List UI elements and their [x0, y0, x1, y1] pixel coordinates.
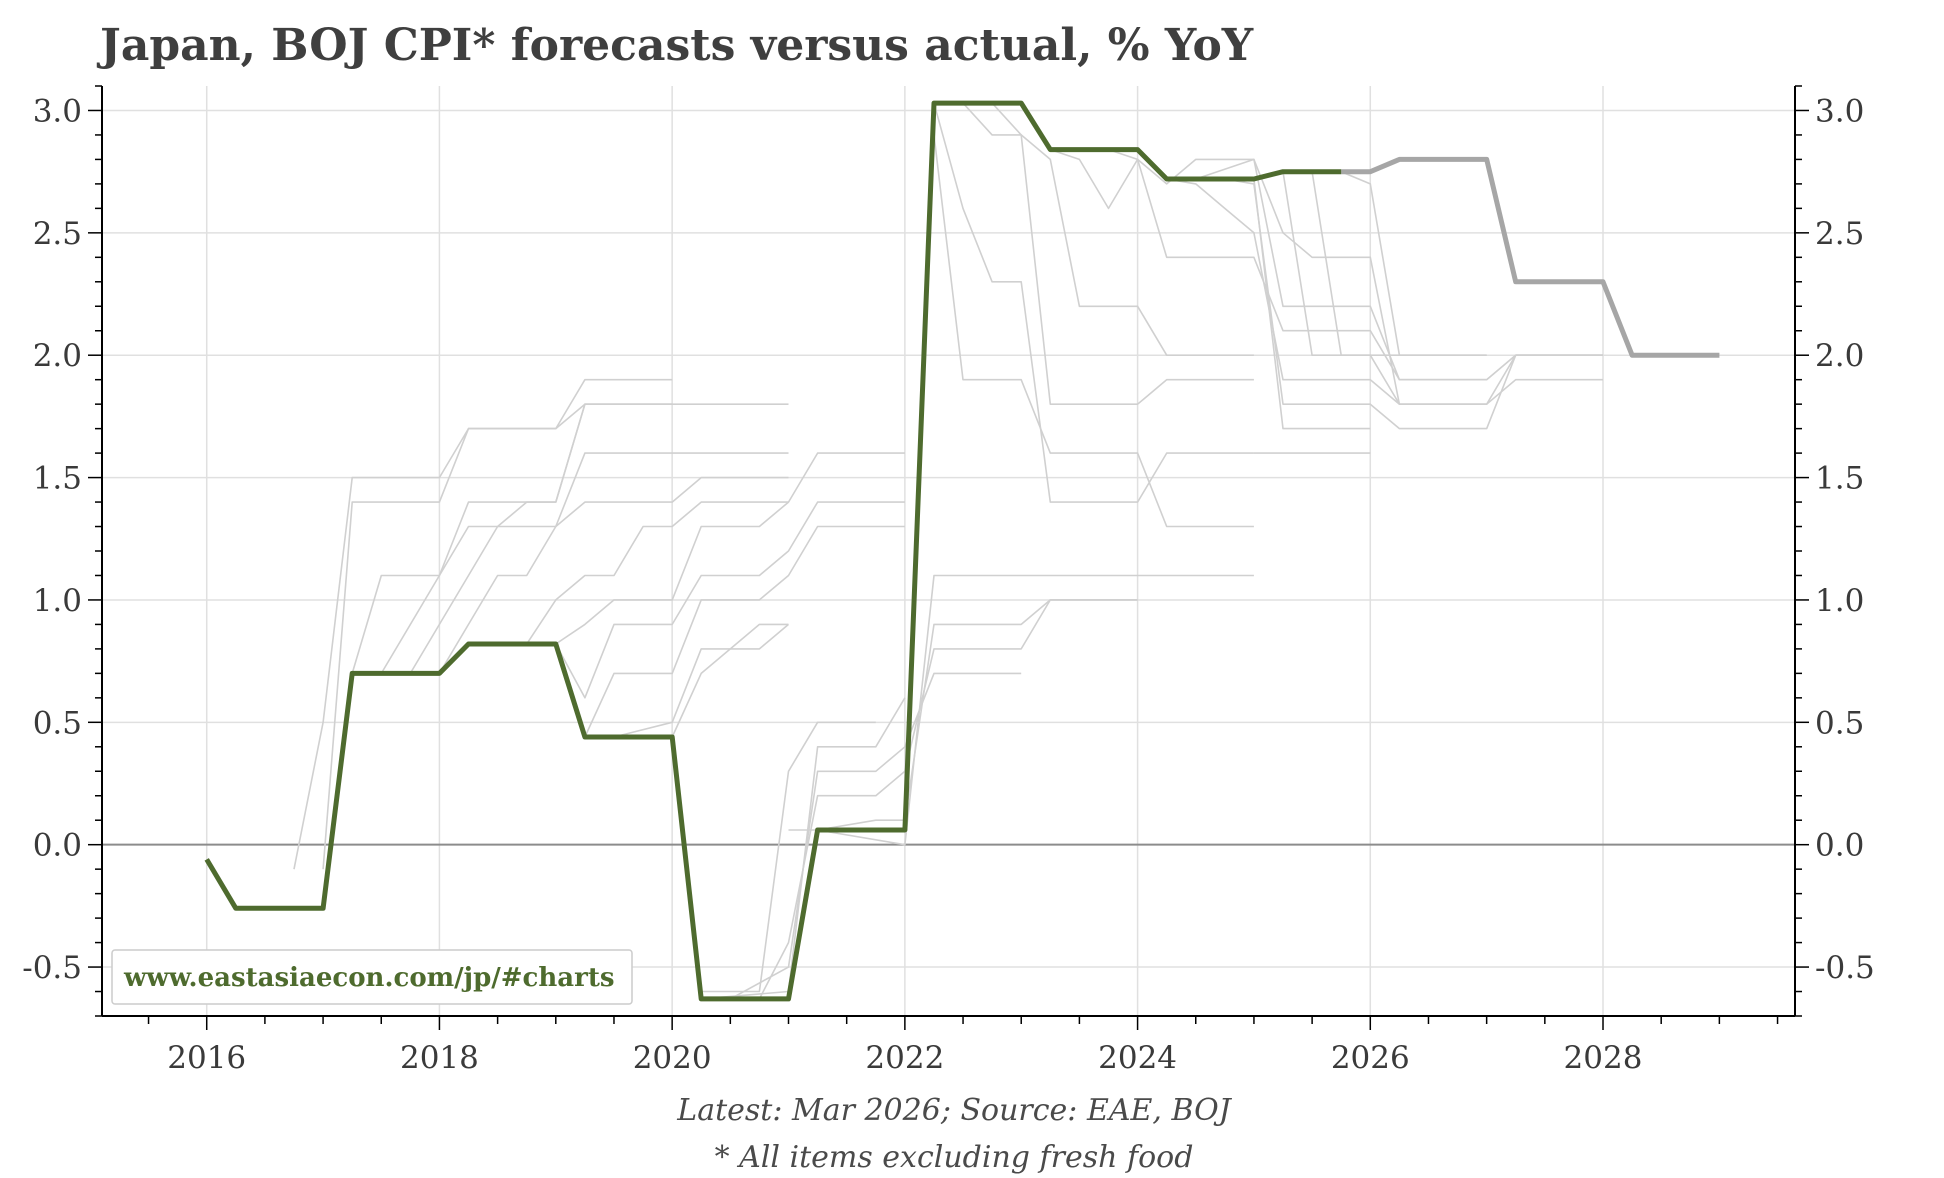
footnote: * All items excluding fresh food — [715, 1140, 1194, 1175]
forecast-line-12 — [643, 623, 789, 738]
x-tick-label: 2018 — [400, 1040, 479, 1076]
forecast-line-14 — [701, 697, 906, 1000]
forecast-line-11 — [613, 623, 790, 738]
y-tick-label-left: 2.0 — [33, 338, 82, 374]
x-tick-label: 2022 — [865, 1040, 944, 1076]
forecast-line-27 — [1224, 178, 1603, 430]
forecast-line-32 — [1340, 170, 1487, 357]
x-tick-label: 2016 — [167, 1040, 246, 1076]
y-tick-label-right: 3.0 — [1815, 93, 1864, 129]
actual-cpi-path — [204, 100, 1342, 1002]
forecast-line-21 — [962, 102, 1254, 406]
forecast-line-9 — [555, 501, 905, 699]
y-tick-label-right: -0.5 — [1815, 950, 1875, 986]
y-tick-label-right: 0.5 — [1815, 705, 1864, 741]
axes — [88, 85, 1809, 1030]
forecast-line-24 — [1108, 148, 1603, 381]
forecast-line-20 — [933, 102, 1254, 503]
forecast-line-22 — [991, 102, 1254, 357]
past-forecast-lines — [235, 102, 1603, 1000]
y-tick-label-right: 1.0 — [1815, 583, 1864, 619]
y-tick-label-left: 2.5 — [33, 216, 82, 252]
tick-labels: -0.5 -0.5 0.0 0.0 0.5 0.5 1.0 1.0 1.5 1.5 2.0 2.0 2.… — [22, 93, 1875, 1076]
forecast-line-2 — [322, 403, 673, 870]
forecast-line-29 — [1282, 171, 1487, 406]
forecast-line-25 — [1137, 149, 1603, 406]
forecast-line-6 — [438, 476, 789, 674]
watermark-frame — [111, 949, 633, 1005]
y-tick-label-left: -0.5 — [22, 950, 82, 986]
y-tick-label-right: 2.0 — [1815, 338, 1864, 374]
watermark-box[interactable]: www.eastasiaecon.com/jp/#charts — [111, 949, 633, 1005]
y-tick-label-right: 0.0 — [1815, 828, 1864, 864]
y-tick-label-left: 0.0 — [33, 828, 82, 864]
y-tick-label-left: 1.0 — [33, 583, 82, 619]
grid — [102, 86, 1795, 1016]
chart-title: Japan, BOJ CPI* forecasts versus actual,… — [96, 20, 1254, 71]
forecast-line-7 — [468, 501, 789, 645]
y-tick-label-right: 1.5 — [1815, 461, 1864, 497]
latest-forecast-line — [1341, 156, 1720, 358]
forecast-line-16 — [758, 599, 1138, 1000]
forecast-line-10 — [584, 525, 905, 738]
forecast-line-30 — [1311, 171, 1487, 357]
forecast-line-26 — [1195, 158, 1603, 406]
watermark-link[interactable]: www.eastasiaecon.com/jp/#charts — [123, 963, 614, 993]
y-tick-label-left: 0.5 — [33, 705, 82, 741]
y-tick-label-left: 1.5 — [33, 461, 82, 497]
forecast-line-28 — [1253, 178, 1371, 430]
x-tick-label: 2028 — [1564, 1040, 1643, 1076]
forecast-line-1 — [293, 378, 673, 870]
forecast-line-15 — [729, 672, 1022, 1000]
forecast-line-8 — [497, 452, 905, 645]
actual-cpi-line — [204, 100, 1342, 1002]
forecast-line-4 — [380, 403, 673, 674]
forecast-line-3 — [351, 403, 789, 674]
forecast-line-5 — [409, 452, 789, 674]
x-tick-label: 2024 — [1098, 1040, 1177, 1076]
x-tick-label: 2020 — [633, 1040, 712, 1076]
forecast-line-18 — [817, 574, 1254, 846]
y-tick-label-left: 3.0 — [33, 93, 82, 129]
y-tick-label-right: 2.5 — [1815, 216, 1864, 252]
x-tick-label: 2026 — [1331, 1040, 1410, 1076]
forecast-line-13 — [671, 721, 876, 993]
latest-forecast-path — [1341, 156, 1720, 358]
forecast-line-0 — [235, 643, 527, 910]
source-note: Latest: Mar 2026; Source: EAE, BOJ — [676, 1093, 1232, 1128]
